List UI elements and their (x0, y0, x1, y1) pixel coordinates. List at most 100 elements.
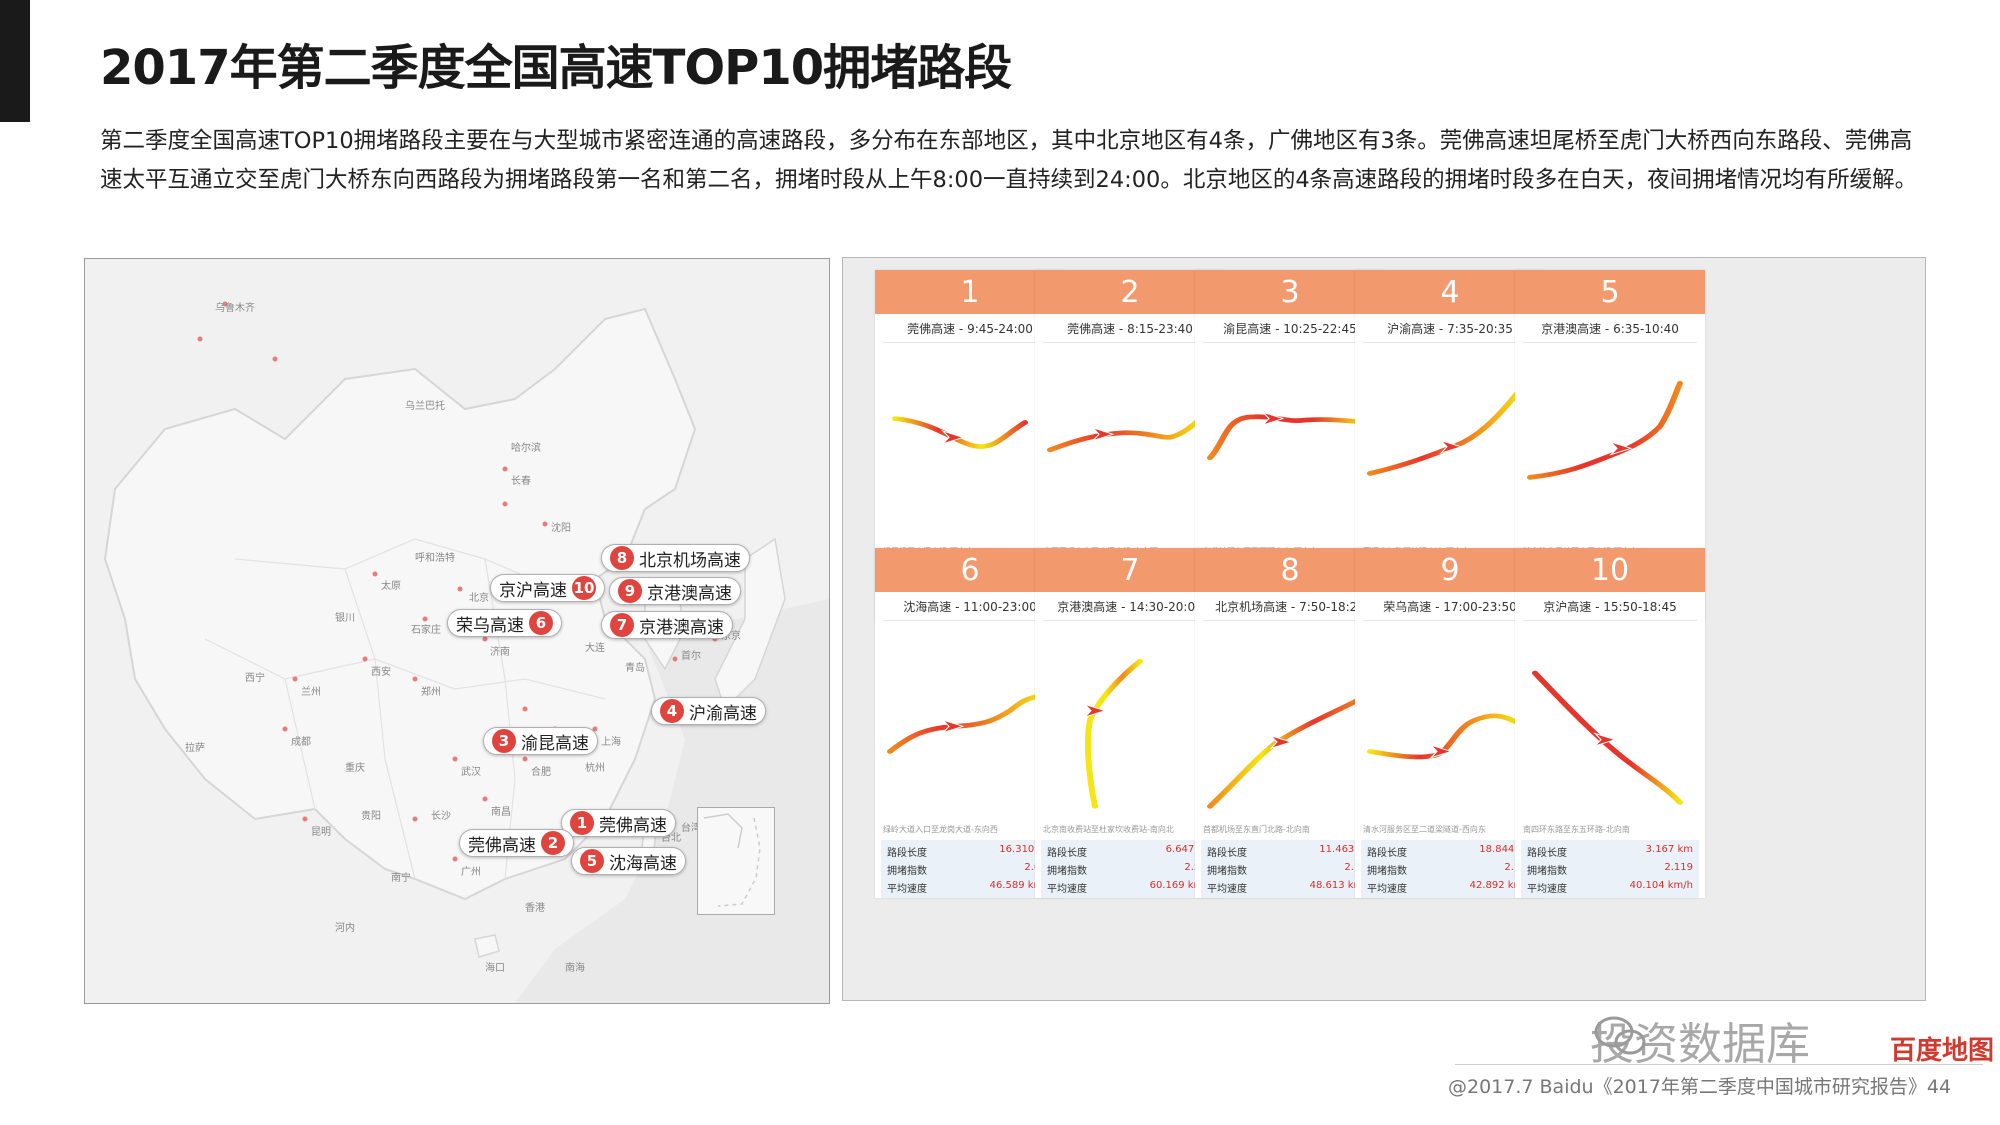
stat-label: 路段长度 (887, 848, 927, 859)
congestion-time: 7:50-18:20 (1299, 600, 1365, 614)
rank-badge: 5 (580, 849, 604, 873)
congestion-map[interactable]: 乌鲁木齐 哈尔滨 长春 沈阳 北京 天津 石家庄 太原 济南 郑州 西安 兰州 … (84, 258, 830, 1004)
road-name: 京港澳高速 (1541, 322, 1602, 336)
card-road-time: 北京机场高速 - 7:50-18:20 (1195, 598, 1385, 615)
stat-value: 18.844 km (1479, 844, 1533, 855)
congestion-card[interactable]: 9 荣乌高速 - 17:00-23:50 清水河服务区至二道梁隧道-西向东 路段长度 1… (1355, 548, 1545, 898)
city-label: 西安 (371, 667, 391, 678)
city-label: 兰州 (301, 687, 321, 698)
divider (1363, 620, 1537, 621)
congestion-time: 9:45-24:00 (967, 322, 1033, 336)
city-label: 香港 (525, 903, 545, 914)
road-name: 沈海高速 (609, 853, 677, 874)
map-label-6[interactable]: 荣乌高速 6 (447, 609, 562, 637)
direction-arrow-icon (1439, 439, 1463, 455)
page-description: 第二季度全国高速TOP10拥堵路段主要在与大型城市紧密连通的高速路段，多分布在东… (100, 128, 1918, 193)
city-label: 南宁 (391, 873, 411, 884)
stat-value: 6.647 km (1165, 844, 1213, 855)
wechat-icon (1592, 1014, 1648, 1062)
road-name: 渝昆高速 (521, 733, 589, 754)
map-label-7[interactable]: 7 京港澳高速 (601, 611, 733, 639)
road-name: 京港澳高速 (1057, 600, 1118, 614)
congestion-time: 6:35-10:40 (1613, 322, 1679, 336)
map-label-5[interactable]: 5 沈海高速 (571, 847, 686, 875)
card-rank-header: 8 (1195, 548, 1385, 592)
card-stats: 路段长度 3.167 km 拥堵指数 2.119 平均速度 40.104 km/h (1521, 840, 1699, 898)
map-label-9[interactable]: 9 京港澳高速 (609, 577, 741, 605)
route-map (1527, 380, 1683, 480)
direction-arrow-icon (1593, 732, 1617, 748)
divider (1043, 342, 1217, 343)
map-label-2[interactable]: 莞佛高速 2 (459, 829, 574, 857)
direction-arrow-icon (1429, 744, 1453, 759)
road-name: 荣乌高速 (456, 615, 524, 636)
city-label: 合肥 (531, 767, 551, 778)
road-name: 莞佛高速 (468, 835, 536, 856)
rank-badge: 2 (541, 831, 565, 855)
segment-description: 南四环东路至东五环路-北向南 (1523, 825, 1630, 834)
road-name: 荣乌高速 (1383, 600, 1432, 614)
route-map (1083, 658, 1143, 809)
stat-speed-row: 平均速度 42.892 km/h (1367, 878, 1533, 896)
congestion-card[interactable]: 10 京沪高速 - 15:50-18:45 南四环东路至东五环路-北向南路段长度 3.… (1515, 548, 1705, 898)
stat-label: 平均速度 (1047, 884, 1087, 895)
map-label-4[interactable]: 4 沪渝高速 (651, 697, 766, 725)
divider (1043, 620, 1217, 621)
city-label: 沈阳 (551, 523, 571, 534)
stat-value: 11.463 km (1319, 844, 1373, 855)
divider (883, 342, 1057, 343)
stat-value: 40.104 km/h (1629, 880, 1693, 891)
rank-badge: 4 (660, 699, 684, 723)
city-label: 成都 (291, 737, 311, 748)
separator: - (1117, 600, 1130, 614)
divider (1203, 620, 1377, 621)
route-line (1367, 713, 1523, 760)
road-name: 京沪高速 (499, 580, 567, 601)
segment-description: 绿岭大道入口至龙岗大道-东向西 (883, 825, 998, 834)
direction-arrow-icon (1083, 703, 1107, 719)
congestion-card[interactable]: 8 北京机场高速 - 7:50-18:20 首都机场至东直门北路-北向南 路段长度 11… (1195, 548, 1385, 898)
congestion-time: 17:00-23:50 (1443, 600, 1517, 614)
map-label-10[interactable]: 京沪高速 10 (490, 574, 605, 602)
congestion-time: 8:15-23:40 (1127, 322, 1193, 336)
stat-index-row: 拥堵指数 2.119 (1527, 860, 1693, 878)
city-label: 郑州 (421, 687, 441, 698)
rank-badge: 10 (572, 576, 596, 600)
city-label: 青岛 (625, 663, 645, 674)
page-title: 2017年第二季度全国高速TOP10拥堵路段 (100, 40, 1012, 96)
city-label: 台北 (661, 833, 681, 844)
map-label-3[interactable]: 3 渝昆高速 (483, 727, 598, 755)
divider (1363, 342, 1537, 343)
congestion-card[interactable]: 6 沈海高速 - 11:00-23:00 绿岭大道入口至龙岗大道-东向西 路段长度 16… (875, 548, 1065, 898)
card-road-time: 京沪高速 - 15:50-18:45 (1515, 598, 1705, 615)
stat-label: 路段长度 (1527, 848, 1567, 859)
separator: - (1601, 322, 1614, 336)
road-name: 京港澳高速 (639, 617, 724, 638)
divider (1523, 620, 1697, 621)
card-road-time: 莞佛高速 - 9:45-24:00 (875, 320, 1065, 337)
road-name: 京港澳高速 (647, 583, 732, 604)
city-label: 南昌 (491, 807, 511, 818)
separator: - (1115, 322, 1128, 336)
route-map (1367, 713, 1523, 760)
stat-length-row: 路段长度 11.463 km (1207, 842, 1373, 860)
stat-label: 平均速度 (1207, 884, 1247, 895)
card-rank-header: 10 (1515, 548, 1705, 592)
rank-badge: 1 (570, 811, 594, 835)
city-label: 济南 (490, 647, 510, 658)
congestion-card[interactable]: 7 京港澳高速 - 14:30-20:05 北京南收费站至杜家坎收费站-南向北 路段长… (1035, 548, 1225, 898)
stat-length-row: 路段长度 16.310 km (887, 842, 1053, 860)
stat-value: 2.119 (1664, 862, 1693, 873)
map-label-8[interactable]: 8 北京机场高速 (601, 544, 750, 572)
stat-label: 路段长度 (1207, 848, 1247, 859)
city-label: 南海 (565, 963, 585, 974)
road-name: 北京机场高速 (1215, 600, 1288, 614)
stat-label: 拥堵指数 (1047, 866, 1087, 877)
map-label-1[interactable]: 1 莞佛高速 (561, 809, 676, 837)
separator: - (1287, 600, 1300, 614)
